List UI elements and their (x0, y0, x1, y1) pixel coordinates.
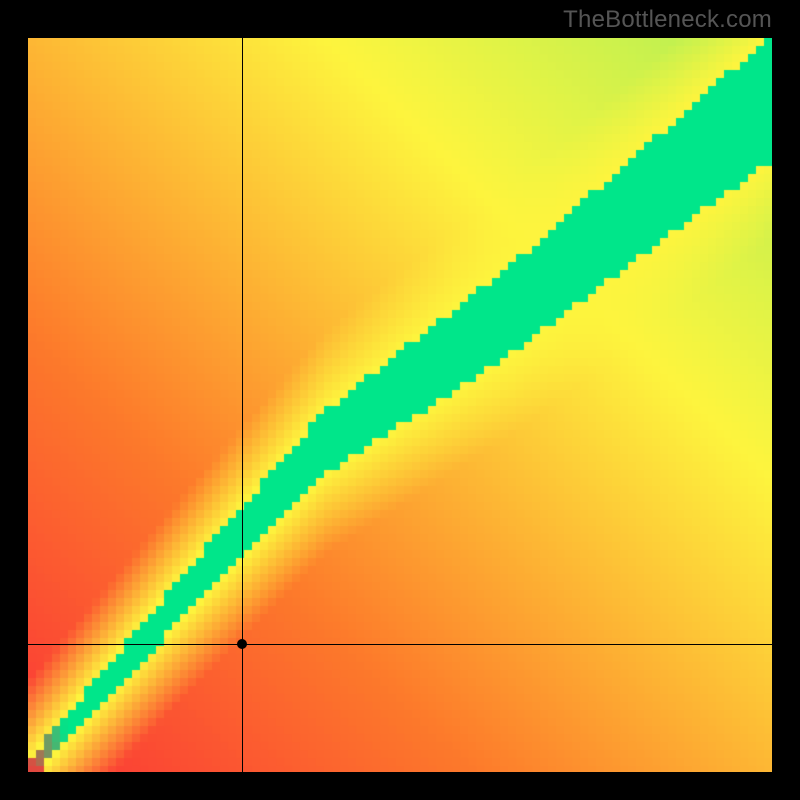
heatmap-canvas (28, 38, 772, 772)
chart-container: TheBottleneck.com (0, 0, 800, 800)
crosshair-vertical (242, 38, 243, 772)
crosshair-horizontal (28, 644, 772, 645)
crosshair-marker (237, 639, 247, 649)
heatmap-plot (28, 38, 772, 772)
watermark-text: TheBottleneck.com (563, 6, 772, 34)
